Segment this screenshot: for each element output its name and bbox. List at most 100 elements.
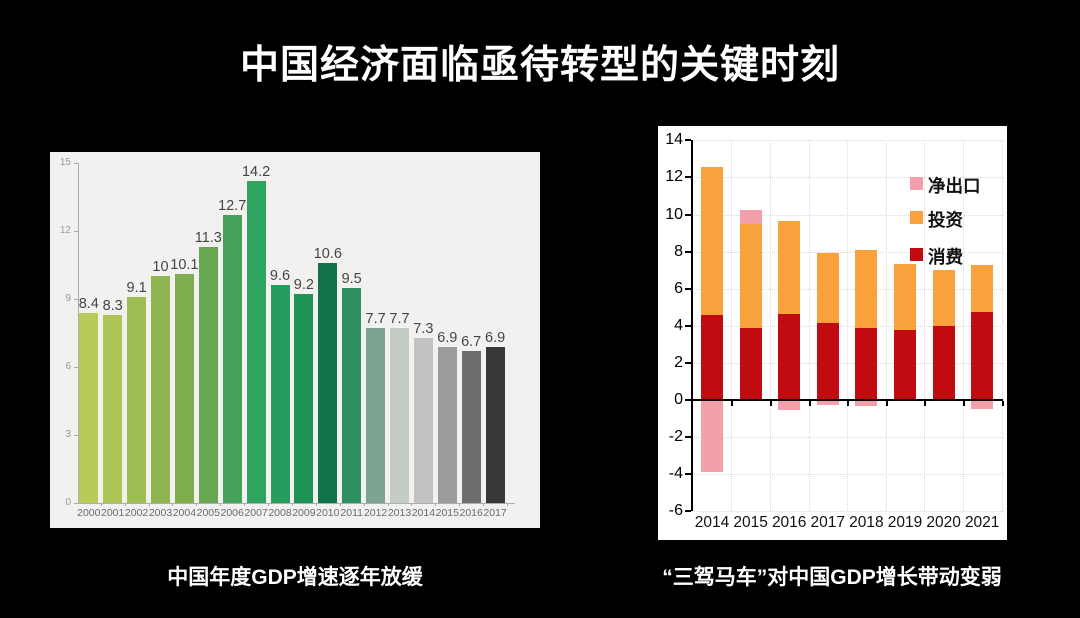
- x-label-2003: 2003: [148, 507, 173, 519]
- y-tick: [685, 250, 691, 253]
- v-gridline: [769, 140, 771, 512]
- v-gridline: [1001, 140, 1003, 512]
- x-label-2012: 2012: [363, 507, 388, 519]
- x-tick: [363, 503, 365, 506]
- segment-consumption-2015: [739, 327, 762, 400]
- x-axis-line: [691, 399, 1003, 401]
- x-label-2013: 2013: [387, 507, 412, 519]
- x-tick: [124, 503, 126, 506]
- legend-swatch-消费: [910, 248, 923, 261]
- x-tick: [220, 503, 222, 506]
- y-tick-label: 3: [65, 428, 71, 440]
- x-label-2015: 2015: [733, 514, 768, 531]
- y-axis-line: [691, 140, 693, 512]
- x-label-2009: 2009: [292, 507, 316, 519]
- segment-investment-2018: [855, 249, 878, 328]
- x-label-2017: 2017: [810, 514, 846, 531]
- x-label-2017: 2017: [483, 507, 507, 519]
- segment-net-exports-2016: [778, 400, 801, 411]
- x-label-2008: 2008: [268, 507, 292, 519]
- bar-value-2003: 10: [152, 259, 169, 276]
- bar-value-2016: 6.7: [461, 334, 482, 351]
- v-gridline: [924, 140, 926, 512]
- x-tick: [268, 503, 270, 506]
- bar-2011: [342, 287, 362, 503]
- slide-title: 中国经济面临亟待转型的关键时刻: [239, 44, 840, 87]
- x-label-2005: 2005: [196, 507, 220, 519]
- y-tick: [685, 213, 691, 216]
- x-label-2010: 2010: [316, 507, 340, 519]
- bar-2005: [198, 246, 218, 503]
- bar-2017: [485, 346, 505, 503]
- bar-2012: [366, 328, 386, 503]
- y-tick-label: -4: [668, 465, 683, 483]
- y-tick-label: 6: [674, 279, 683, 297]
- x-tick: [962, 401, 965, 406]
- bar-value-2013: 7.7: [389, 311, 410, 328]
- bar-2003: [151, 276, 170, 503]
- y-tick-label: 0: [65, 497, 71, 508]
- segment-consumption-2014: [701, 314, 723, 400]
- legend-label-消费: 消费: [928, 247, 963, 267]
- y-tick-label: 10: [665, 205, 683, 223]
- bar-value-2008: 9.6: [269, 268, 291, 285]
- segment-investment-2014: [701, 167, 723, 315]
- bar-2009: [294, 294, 314, 503]
- bar-value-2004: 10.1: [170, 257, 199, 274]
- y-tick-label: -6: [668, 502, 683, 520]
- segment-investment-2016: [778, 220, 801, 314]
- legend-swatch-净出口: [910, 177, 923, 190]
- segment-net-exports-2014: [701, 400, 723, 473]
- bar-2016: [461, 351, 481, 503]
- bar-value-2010: 10.6: [313, 245, 342, 262]
- y-tick: [74, 503, 78, 504]
- bar-2004: [174, 274, 194, 503]
- legend-label-投资: 投资: [928, 210, 963, 230]
- y-tick: [685, 287, 691, 290]
- y-tick: [685, 139, 691, 142]
- bar-value-2001: 8.3: [102, 297, 123, 314]
- segment-consumption-2019: [894, 329, 916, 400]
- x-tick: [769, 401, 772, 406]
- segment-consumption-2018: [855, 327, 878, 400]
- v-gridline: [808, 140, 810, 512]
- x-tick: [924, 401, 927, 406]
- y-tick: [74, 366, 78, 368]
- bar-2014: [413, 337, 433, 503]
- x-label-2020: 2020: [926, 514, 961, 531]
- bar-value-2009: 9.2: [293, 277, 314, 294]
- x-tick: [315, 503, 317, 506]
- x-tick: [1001, 401, 1004, 406]
- segment-net-exports-2017: [816, 400, 839, 405]
- x-label-2016: 2016: [771, 514, 807, 531]
- gdp-growth-bar-chart: 0 3 6 9 12 15 8.4 2000 8.3 2001 9.1 2002 10 2003 10.1 2…: [50, 152, 540, 528]
- segment-consumption-2016: [778, 313, 801, 400]
- x-tick: [387, 503, 389, 506]
- segment-net-exports-2015: [739, 209, 762, 224]
- x-label-2004: 2004: [172, 507, 197, 519]
- troika-stacked-bar-chart: 2014 2015 2016 2017 2018 2019 2020 2021 -6 -4 -2 0 2…: [658, 126, 1007, 540]
- y-tick-label: 12: [59, 224, 71, 236]
- segment-investment-2015: [739, 223, 762, 328]
- y-tick-label: 6: [65, 360, 71, 372]
- segment-investment-2020: [932, 270, 955, 326]
- bar-value-2014: 7.3: [413, 320, 434, 337]
- y-tick-label: 15: [59, 156, 71, 168]
- bar-2007: [246, 181, 266, 503]
- x-tick: [172, 503, 174, 506]
- x-label-2000: 2000: [77, 507, 101, 519]
- x-tick: [291, 503, 293, 506]
- x-tick: [196, 503, 198, 506]
- x-label-2016: 2016: [459, 507, 483, 519]
- bar-2010: [318, 262, 338, 503]
- y-tick: [74, 434, 78, 436]
- v-gridline: [885, 140, 887, 512]
- x-label-2011: 2011: [340, 507, 363, 519]
- y-tick-label: -2: [668, 428, 683, 446]
- x-tick: [483, 503, 485, 506]
- bar-value-2011: 9.5: [341, 270, 362, 287]
- y-tick-label: 9: [65, 292, 71, 304]
- x-tick: [100, 503, 102, 506]
- h-gridline: [692, 511, 1003, 513]
